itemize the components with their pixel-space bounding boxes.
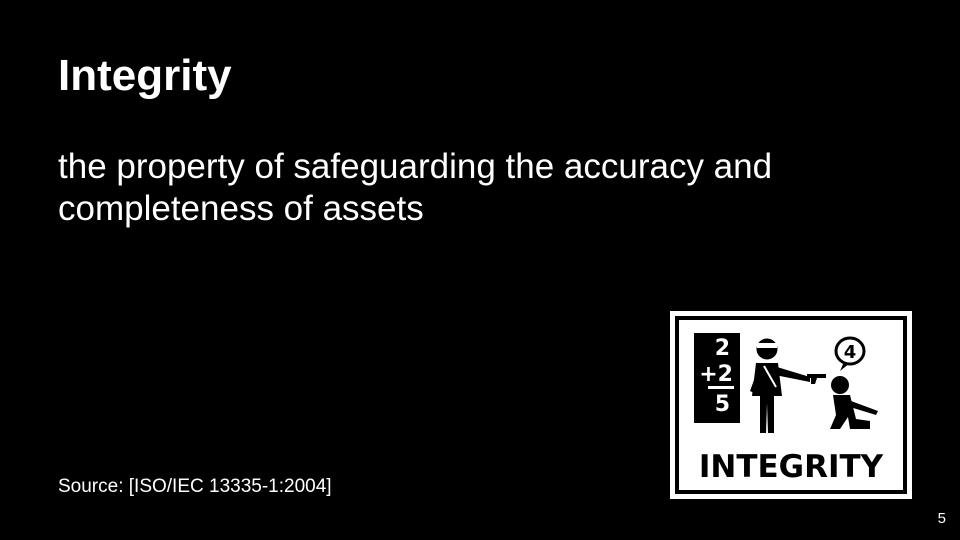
integrity-illustration: 2 +2 5 4 INTEGRITY xyxy=(670,311,912,499)
soldier-icon xyxy=(750,338,826,433)
equation-top: 2 xyxy=(715,336,730,361)
speech-bubble-text: 4 xyxy=(844,342,857,363)
slide-title: Integrity xyxy=(58,51,232,100)
equation-line xyxy=(708,386,734,389)
illustration-caption: INTEGRITY xyxy=(699,449,884,485)
equation-board xyxy=(694,333,740,423)
speech-bubble-icon: 4 xyxy=(834,336,866,371)
equation-middle: +2 xyxy=(699,362,733,387)
definition-text: the property of safeguarding the accurac… xyxy=(58,147,773,228)
equation-result: 5 xyxy=(715,392,730,417)
slide-number: 5 xyxy=(937,510,946,527)
prisoner-icon xyxy=(830,376,878,429)
source-citation: Source: [ISO/IEC 13335-1:2004] xyxy=(58,476,332,497)
